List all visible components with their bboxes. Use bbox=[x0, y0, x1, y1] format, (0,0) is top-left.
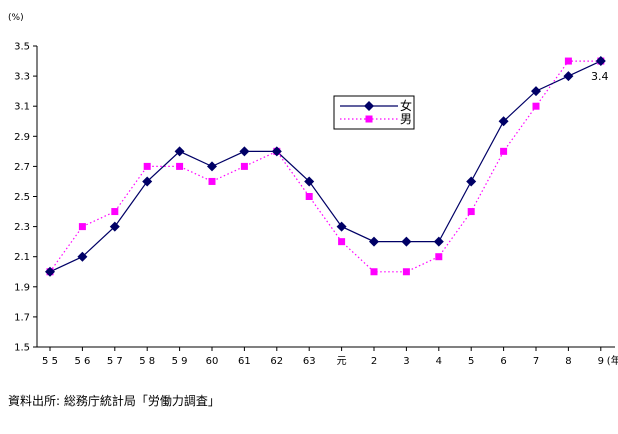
data-point-marker bbox=[595, 56, 606, 67]
end-value-label: 3.4 bbox=[591, 70, 609, 83]
legend-box bbox=[333, 95, 415, 130]
data-point-marker bbox=[531, 86, 541, 97]
data-point-marker bbox=[564, 57, 572, 65]
data-point-marker bbox=[433, 236, 444, 247]
data-point-marker bbox=[239, 146, 250, 157]
series-line bbox=[49, 60, 602, 273]
x-tick-label: 元 bbox=[337, 356, 347, 367]
source-note: 資料出所: 総務庁統計局「労働力調査」 bbox=[8, 393, 220, 408]
y-tick-label: 1.9 bbox=[14, 282, 30, 293]
x-tick-label: 63 bbox=[303, 356, 316, 367]
data-point-marker bbox=[500, 147, 508, 155]
x-axis-unit: (年) bbox=[607, 354, 618, 367]
data-point-marker bbox=[498, 116, 509, 127]
data-point-marker bbox=[401, 236, 412, 247]
y-tick-label: 1.5 bbox=[14, 343, 30, 354]
data-point-marker bbox=[467, 208, 475, 216]
data-point-marker bbox=[142, 176, 153, 187]
y-tick-label: 2.1 bbox=[14, 252, 30, 263]
data-point-marker bbox=[336, 221, 347, 232]
x-tick-label: 60 bbox=[206, 356, 219, 367]
legend-marker-women bbox=[364, 101, 374, 111]
data-point-marker bbox=[466, 176, 477, 187]
data-point-marker bbox=[109, 221, 120, 232]
x-tick-label: 5 9 bbox=[172, 356, 188, 367]
data-point-marker bbox=[207, 161, 217, 172]
data-point-marker bbox=[77, 251, 88, 262]
x-tick-label: 6 bbox=[500, 356, 506, 367]
y-tick-label: 3.3 bbox=[14, 72, 30, 83]
x-tick-label: 5 7 bbox=[107, 356, 123, 367]
y-tick-label: 2.5 bbox=[14, 192, 30, 203]
data-point-marker bbox=[532, 102, 540, 110]
x-tick-label: 4 bbox=[436, 356, 442, 367]
y-tick-label: 2.9 bbox=[14, 132, 30, 143]
legend-marker-men bbox=[365, 115, 373, 123]
x-axis-ticks: 5 5 5 6 5 7 5 8 5 9 60 61 62 63 元 2 3 4 5 6 7 8 9(年) bbox=[42, 347, 618, 367]
data-point-marker bbox=[370, 268, 378, 276]
x-tick-label: 5 5 bbox=[42, 356, 58, 367]
y-tick-label: 2.3 bbox=[14, 222, 30, 233]
x-tick-label: 5 8 bbox=[139, 356, 155, 367]
y-tick-label: 3.1 bbox=[14, 102, 30, 113]
series-layer bbox=[45, 56, 606, 277]
data-point-marker bbox=[369, 236, 379, 247]
y-tick-label: 1.7 bbox=[14, 312, 30, 323]
data-point-marker bbox=[174, 146, 185, 157]
x-tick-label: 9 bbox=[598, 356, 604, 367]
x-tick-label: 5 6 bbox=[74, 356, 90, 367]
x-tick-label: 2 bbox=[371, 356, 377, 367]
data-point-marker bbox=[78, 223, 86, 231]
data-point-marker bbox=[305, 193, 313, 200]
data-point-marker bbox=[143, 162, 151, 170]
x-tick-label: 62 bbox=[270, 356, 283, 367]
x-tick-label: 8 bbox=[565, 356, 571, 367]
data-point-marker bbox=[271, 146, 282, 157]
data-point-marker bbox=[304, 176, 315, 187]
y-tick-label: 2.7 bbox=[14, 162, 30, 173]
x-tick-label: 61 bbox=[238, 356, 251, 367]
data-point-marker bbox=[240, 162, 248, 170]
x-tick-label: 5 bbox=[468, 356, 474, 367]
data-point-marker bbox=[338, 238, 346, 246]
y-axis-ticks: 1.5 1.7 1.9 2.1 2.3 2.5 2.7 2.9 3.1 3.3 3.5 bbox=[14, 42, 37, 354]
data-point-marker bbox=[563, 71, 574, 82]
y-tick-label: 3.5 bbox=[14, 42, 30, 53]
legend-label-women: 女 bbox=[400, 98, 412, 113]
data-point-marker bbox=[45, 266, 55, 277]
legend-label-men: 男 bbox=[400, 112, 412, 126]
data-point-marker bbox=[176, 162, 184, 170]
legend: 女 男 bbox=[333, 95, 415, 130]
data-point-marker bbox=[435, 253, 443, 261]
y-axis-unit: (%) bbox=[8, 13, 24, 23]
data-point-marker bbox=[208, 177, 216, 185]
data-point-marker bbox=[111, 208, 119, 216]
data-point-marker bbox=[402, 268, 410, 276]
x-tick-label: 7 bbox=[533, 356, 539, 367]
x-tick-label: 3 bbox=[403, 356, 409, 367]
series-line bbox=[49, 60, 601, 273]
